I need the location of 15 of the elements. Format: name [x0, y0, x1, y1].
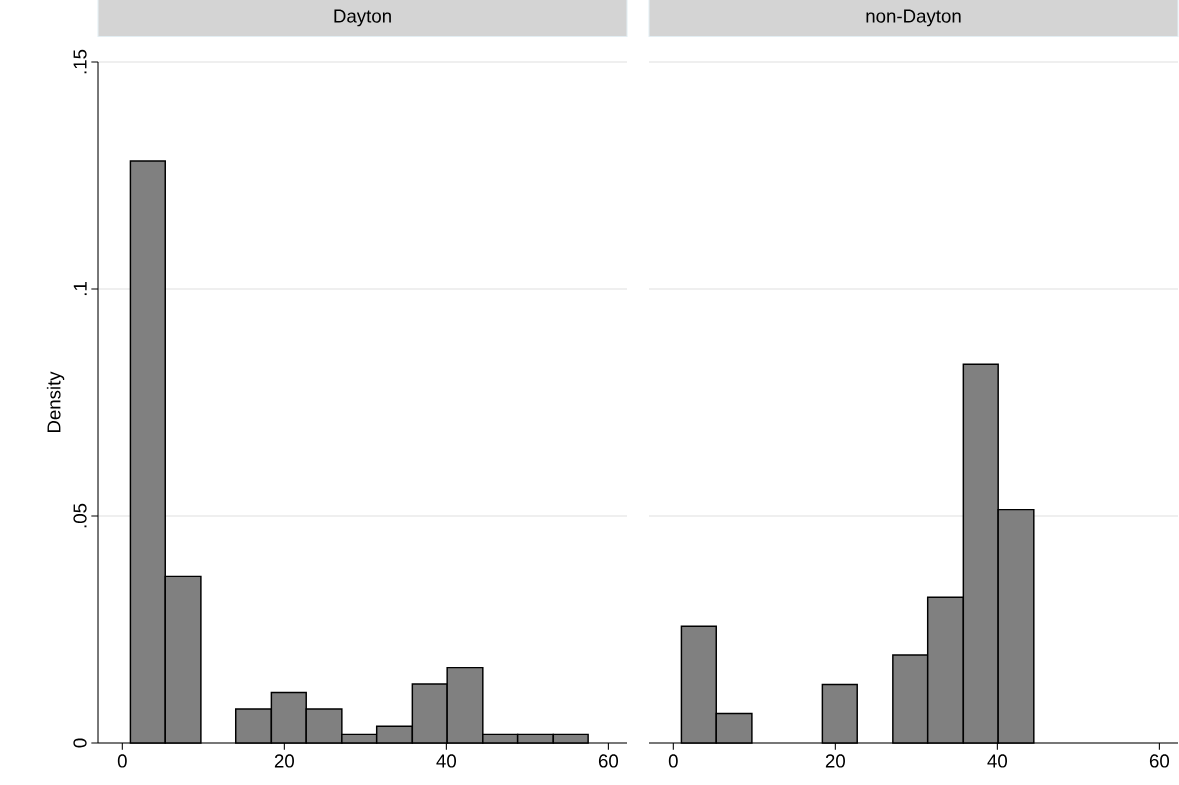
chart-title: non-Dayton: [866, 9, 961, 27]
x-tick-label: 60: [598, 754, 619, 768]
y-tick-label: 0: [73, 738, 87, 748]
x-tick-label: 20: [825, 754, 845, 768]
x-tick-label: 40: [436, 754, 457, 768]
x-tick-label: 40: [987, 754, 1008, 768]
y-tick-label: .05: [73, 503, 87, 528]
x-tick-label: 0: [117, 754, 127, 768]
y-tick-label: .15: [73, 49, 87, 74]
x-tick-label: 60: [1149, 754, 1170, 768]
chart-title: Dayton: [334, 9, 391, 27]
y-tick-label: .1: [73, 282, 87, 296]
y-axis-title: Density: [46, 371, 65, 433]
x-tick-label: 20: [274, 754, 294, 768]
x-tick-label: 0: [668, 754, 678, 768]
